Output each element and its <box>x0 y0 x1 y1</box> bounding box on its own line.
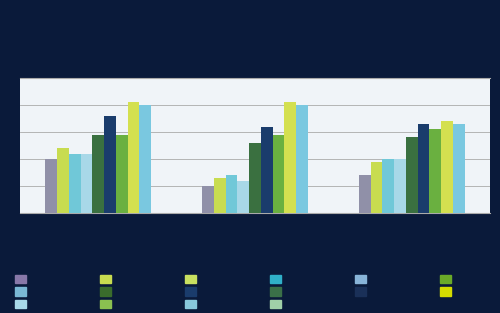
Bar <box>296 105 308 213</box>
Bar <box>453 124 464 213</box>
Bar <box>359 175 370 213</box>
Bar <box>238 181 249 213</box>
Bar <box>394 159 406 213</box>
Bar <box>261 127 272 213</box>
Bar <box>382 159 394 213</box>
Bar <box>370 162 382 213</box>
Bar <box>272 135 284 213</box>
Bar <box>430 129 441 213</box>
Bar <box>418 124 430 213</box>
Bar <box>57 148 69 213</box>
Bar <box>406 137 417 213</box>
Bar <box>46 159 57 213</box>
Bar <box>202 186 214 213</box>
Bar <box>80 154 92 213</box>
Bar <box>116 135 128 213</box>
Bar <box>226 175 237 213</box>
Bar <box>128 102 140 213</box>
Bar <box>140 105 151 213</box>
Bar <box>214 178 226 213</box>
Bar <box>441 121 453 213</box>
Bar <box>69 154 80 213</box>
Bar <box>104 116 116 213</box>
Bar <box>249 143 261 213</box>
Bar <box>92 135 104 213</box>
Bar <box>284 102 296 213</box>
